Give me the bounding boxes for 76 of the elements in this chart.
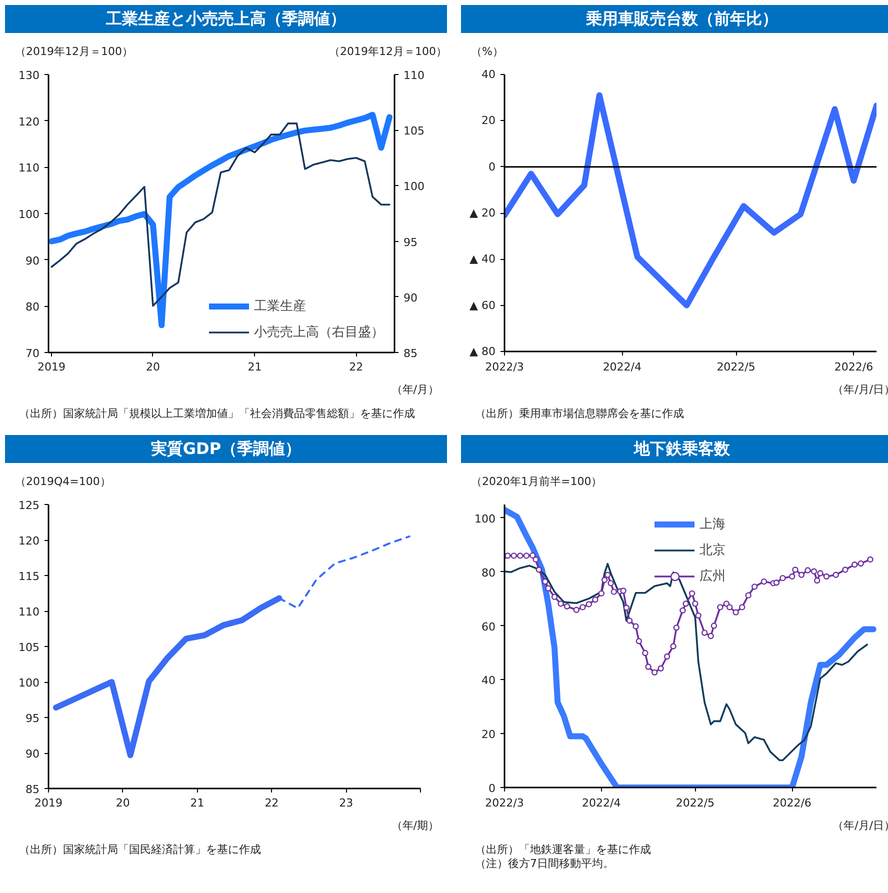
y-tick-label: 90 (26, 254, 40, 268)
y-tick-label: 40 (482, 68, 496, 81)
y-tick-label: 80 (26, 300, 40, 314)
y2-tick-label: 90 (404, 291, 418, 304)
y-tick-label: 80 (482, 566, 496, 580)
y-tick-label: 70 (26, 347, 40, 360)
x-tick-label: 2022/5 (676, 796, 715, 810)
y-axis-title: （2020年1月前半=100） (471, 474, 602, 490)
text: （注）後方7日間移動平均。 (475, 857, 614, 870)
y-axis-title: （2019年12月＝100） (15, 44, 133, 60)
y-tick-label: 20 (482, 114, 496, 128)
chart-title: 工業生産と小売売上高（季調値） (106, 8, 346, 30)
y-tick-label: 125 (18, 499, 40, 512)
y-axis-title: （2019Q4=100） (15, 474, 111, 490)
x-tick-label: 2022/6 (772, 796, 812, 810)
y-tick-label: 0 (488, 160, 496, 174)
x-tick-label: 2022/4 (602, 360, 642, 374)
x-axis-title: （年/月） (391, 382, 439, 398)
text: （出所）乗用車市場信息聯席会を基に作成 (475, 407, 684, 421)
y-tick-label: ▲ 80 (470, 345, 496, 358)
x-axis-title: （年/月/日） (832, 382, 888, 398)
y-tick-label: 100 (18, 208, 40, 221)
y-tick-label: 90 (26, 748, 40, 760)
legend-label: 上海 (700, 516, 726, 533)
y-tick-label: 100 (474, 512, 496, 526)
y-tick-label: 110 (18, 162, 40, 175)
x-tick-label: 2022/6 (834, 360, 874, 374)
x-tick-label: 2022/3 (485, 360, 524, 374)
x-tick-label: 22 (349, 360, 364, 374)
x-tick-label: 20 (116, 796, 130, 810)
y2-tick-label: 105 (404, 124, 424, 138)
chart-title: 乗用車販売台数（前年比） (586, 8, 778, 30)
y-tick-label: ▲ 60 (470, 298, 496, 312)
x-tick-label: 21 (190, 796, 204, 810)
legend-label: 北京 (700, 542, 726, 559)
y-tick-label: 120 (18, 534, 40, 548)
legend-label: 小売売上高（右目盛） (254, 324, 384, 341)
chart-title: 実質GDP（季調値） (150, 438, 302, 460)
y-tick-label: 20 (482, 728, 496, 742)
y-tick-label: 115 (18, 570, 40, 583)
y-tick-label: 105 (18, 641, 40, 654)
x-tick-label: 21 (248, 360, 262, 374)
legend-label: 工業生産 (254, 298, 306, 315)
y-tick-label: 0 (488, 782, 496, 795)
y-tick-label: 110 (18, 606, 40, 618)
legend-label: 広州 (700, 568, 726, 585)
x-tick-label: 2019 (34, 796, 63, 810)
y-tick-label: ▲ 20 (470, 206, 496, 220)
x-tick-label: 2022/3 (485, 796, 524, 810)
x-axis-title: （年/期） (391, 818, 439, 834)
x-axis-title: （年/月/日） (832, 818, 888, 834)
y-tick-label: 100 (18, 676, 40, 690)
x-tick-label: 2022/4 (582, 796, 621, 810)
y-axis-title: （%） (471, 44, 504, 60)
x-tick-label: 2022/5 (716, 360, 756, 374)
y-tick-label: ▲ 40 (470, 252, 496, 266)
y-tick-label: 60 (482, 620, 496, 634)
y2-tick-label: 100 (404, 180, 424, 194)
y2-tick-label: 95 (404, 236, 418, 249)
text: （出所）国家統計局「国民経済計算」を基に作成 (19, 843, 261, 857)
y-tick-label: 130 (18, 69, 40, 82)
x-tick-label: 23 (339, 796, 354, 810)
x-tick-label: 20 (146, 360, 160, 374)
y2-tick-label: 85 (404, 347, 418, 360)
text: （出所）「地鉄運客量」を基に作成 (475, 843, 651, 856)
y-tick-label: 85 (26, 783, 40, 796)
y-tick-label: 95 (26, 712, 40, 725)
y2-tick-label: 110 (404, 69, 424, 82)
y2-axis-title: （2019年12月＝100） (329, 44, 447, 60)
line-series (504, 562, 868, 762)
x-tick-label: 22 (264, 796, 279, 810)
x-tick-label: 2019 (38, 360, 66, 374)
y-tick-label: 120 (18, 115, 40, 128)
chart-title: 地下鉄乗客数 (634, 438, 730, 460)
y-tick-label: 40 (482, 674, 496, 688)
text: （出所）国家統計局「規模以上工業増加値」「社会消費品零售総額」を基に作成 (19, 407, 415, 421)
